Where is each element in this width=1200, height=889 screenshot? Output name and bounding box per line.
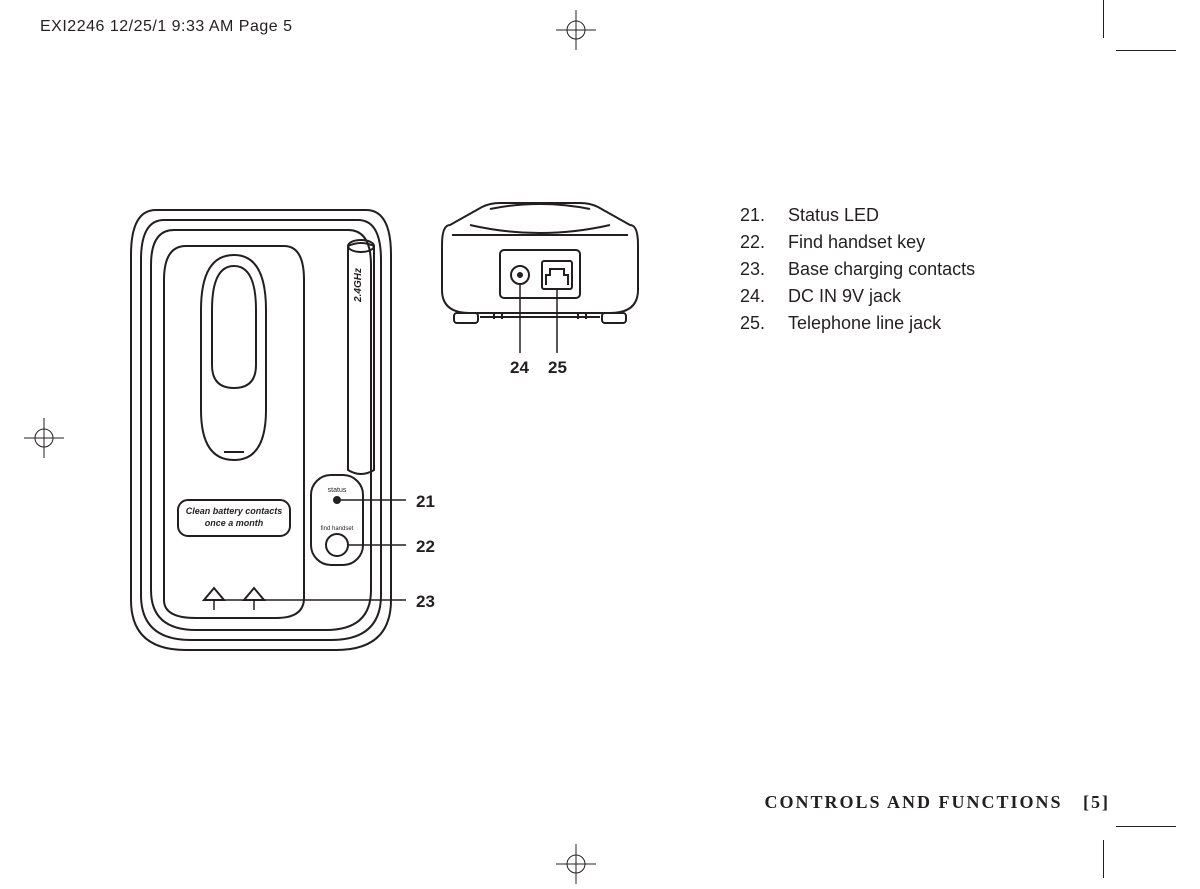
- callout-25: 25: [548, 358, 567, 378]
- registration-mark-bottom: [556, 844, 596, 889]
- base-rear-diagram: [430, 195, 650, 395]
- base-front-diagram: Clean battery contacts once a month 2.4G…: [116, 200, 406, 660]
- registration-mark-top: [556, 10, 596, 55]
- legend-text: Status LED: [788, 202, 879, 229]
- legend-list: 21. Status LED 22. Find handset key 23. …: [740, 202, 975, 337]
- crop-mark: [1116, 50, 1176, 51]
- clean-contacts-label-line1: Clean battery contacts: [186, 506, 283, 516]
- legend-text: DC IN 9V jack: [788, 283, 901, 310]
- legend-item: 21. Status LED: [740, 202, 975, 229]
- legend-item: 25. Telephone line jack: [740, 310, 975, 337]
- registration-mark-left: [24, 418, 64, 463]
- callout-23: 23: [416, 592, 435, 612]
- footer-section-title: CONTROLS AND FUNCTIONS: [764, 792, 1062, 812]
- crop-mark: [1103, 840, 1104, 878]
- legend-num: 23.: [740, 256, 788, 283]
- callout-21: 21: [416, 492, 435, 512]
- callout-24: 24: [510, 358, 529, 378]
- legend-text: Find handset key: [788, 229, 925, 256]
- legend-text: Telephone line jack: [788, 310, 941, 337]
- callout-22: 22: [416, 537, 435, 557]
- crop-mark: [1103, 0, 1104, 38]
- legend-num: 24.: [740, 283, 788, 310]
- find-handset-label: find handset: [321, 526, 354, 532]
- legend-item: 22. Find handset key: [740, 229, 975, 256]
- print-header: EXI2246 12/25/1 9:33 AM Page 5: [40, 18, 293, 36]
- legend-num: 22.: [740, 229, 788, 256]
- legend-item: 24. DC IN 9V jack: [740, 283, 975, 310]
- legend-text: Base charging contacts: [788, 256, 975, 283]
- ghz-label: 2.4GHz: [353, 268, 364, 303]
- footer: CONTROLS AND FUNCTIONS [5]: [764, 792, 1110, 813]
- status-label: status: [328, 487, 347, 494]
- footer-page-number: [5]: [1083, 792, 1110, 812]
- legend-num: 25.: [740, 310, 788, 337]
- clean-contacts-label-line2: once a month: [205, 518, 264, 528]
- legend-item: 23. Base charging contacts: [740, 256, 975, 283]
- legend-num: 21.: [740, 202, 788, 229]
- crop-mark: [1116, 826, 1176, 827]
